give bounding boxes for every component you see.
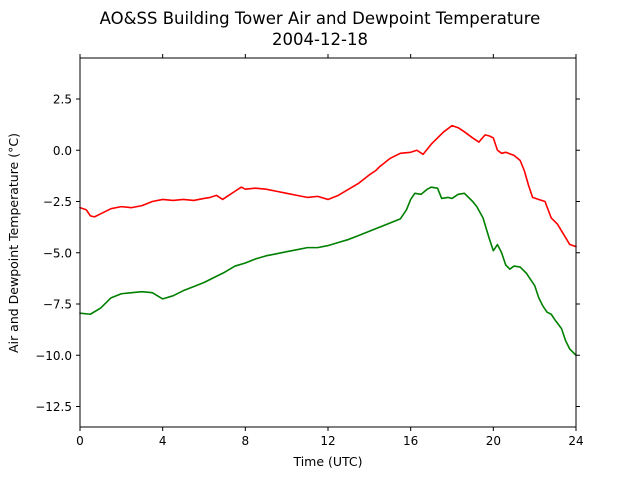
x-tick-label: 24 [568,434,583,448]
y-axis-label: Air and Dewpoint Temperature (°C) [6,133,21,353]
y-tick-label: −12.5 [35,400,72,414]
x-tick-label: 20 [486,434,501,448]
series-group [79,124,577,357]
plot-background [80,58,576,427]
x-tick-label: 8 [242,434,250,448]
series-line-1 [79,124,577,248]
x-tick-label: 12 [320,434,335,448]
y-tick-label: −7.5 [43,298,72,312]
y-tick-label: −10.0 [35,349,72,363]
y-tick-label: −2.5 [43,195,72,209]
x-tick-label: 16 [403,434,418,448]
series-line-2 [79,186,577,357]
x-axis-label: Time (UTC) [292,454,362,469]
chart-subtitle: 2004-12-18 [272,30,368,49]
tick-group: 0 4 8 12 16 20 24 2.5 0.0 −2.5 −5.0 −7.5 −10.0 −12.5 [35,54,584,448]
y-tick-label: 2.5 [53,93,72,107]
chart-title: AO&SS Building Tower Air and Dewpoint Te… [100,9,541,28]
x-tick-label: 4 [159,434,167,448]
x-tick-label: 0 [76,434,84,448]
plot-area [80,58,576,427]
y-tick-label: 0.0 [53,144,72,158]
y-tick-label: −5.0 [43,246,72,260]
